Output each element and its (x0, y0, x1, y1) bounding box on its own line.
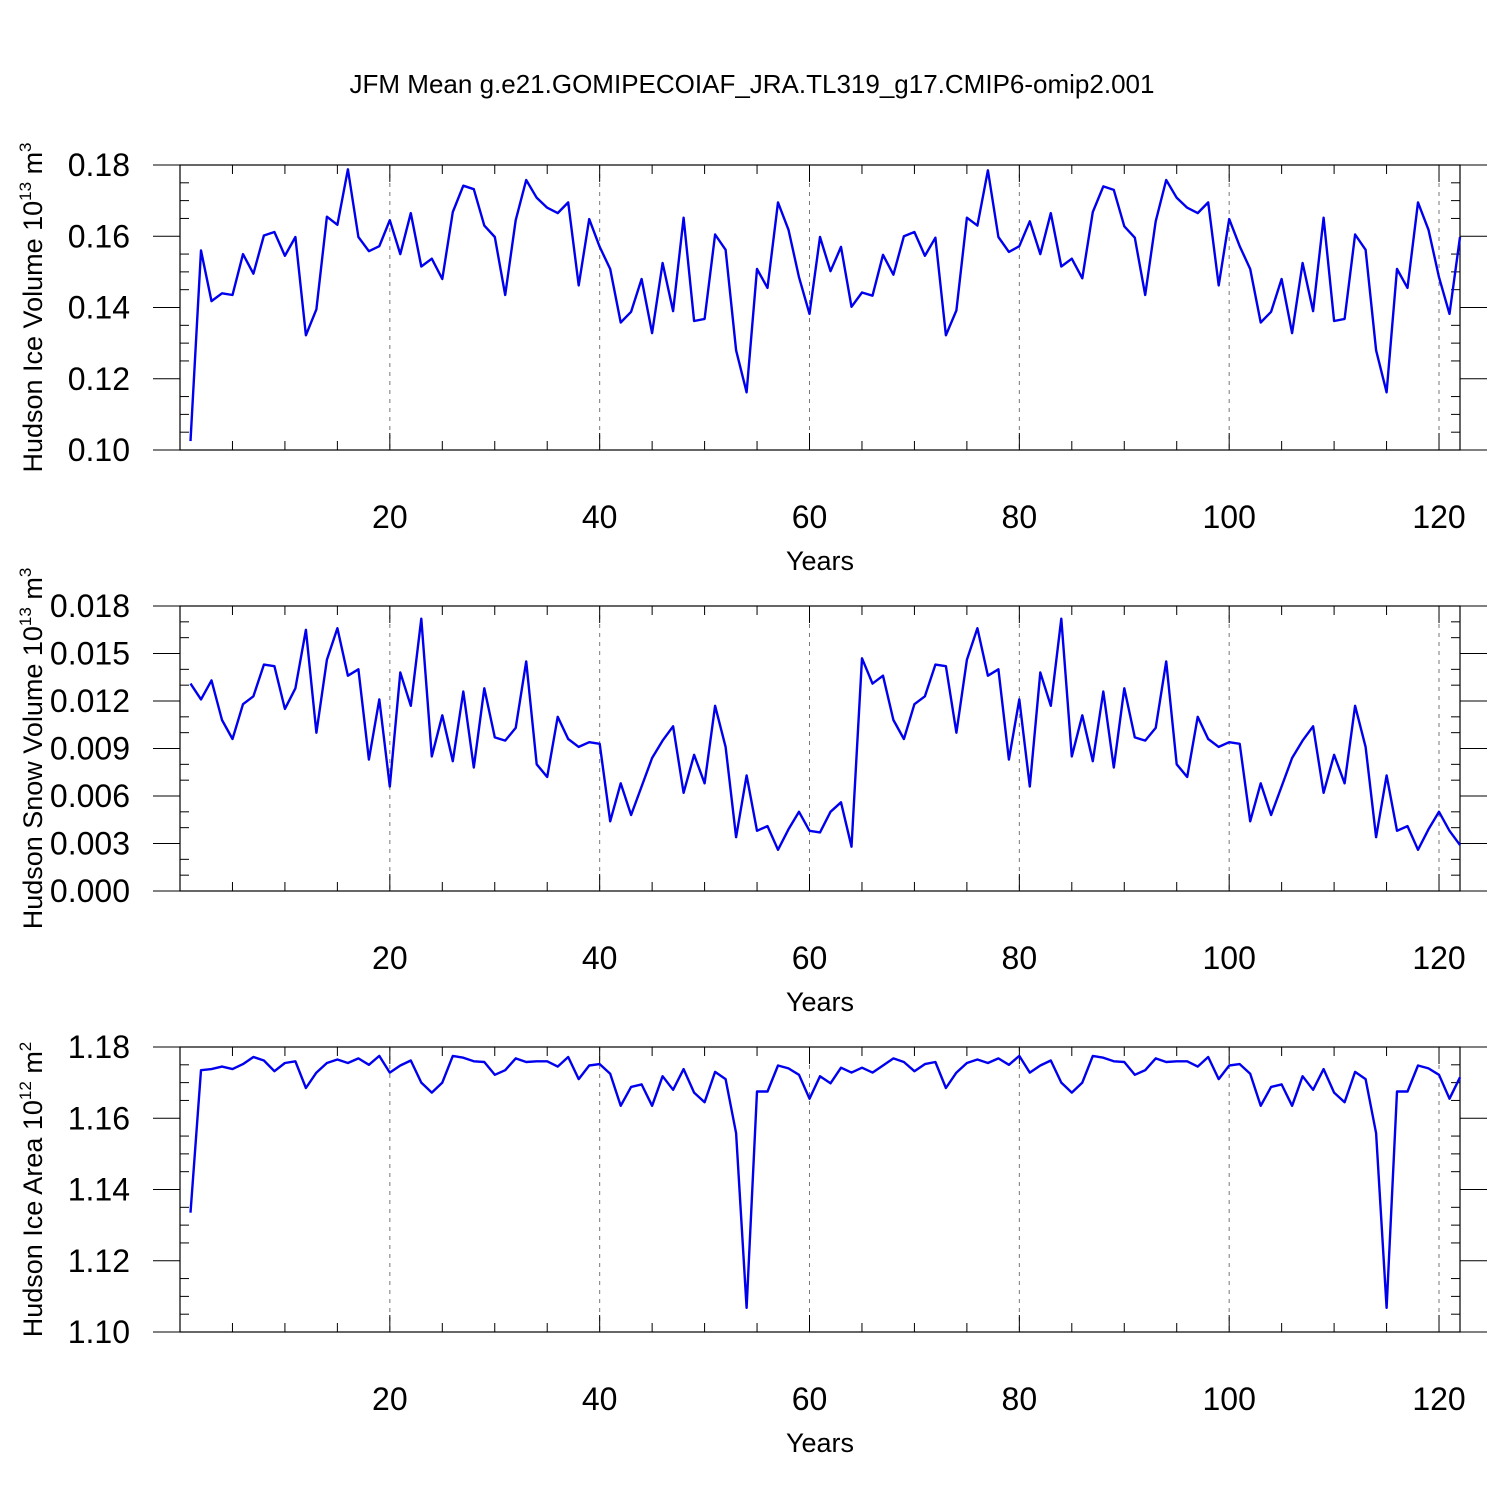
ice-volume-x-tick-label: 40 (582, 499, 618, 535)
snow-volume-panel: 20 40 60 80 100 120 0.000 0.003 0.006 0.009 0.012 0… (16, 568, 1487, 1017)
chart-title: JFM Mean g.e21.GOMIPECOIAF_JRA.TL319_g17… (350, 69, 1155, 99)
snow-volume-y-tick-label: 0.018 (50, 588, 130, 624)
ice-volume-y-tick-label: 0.18 (68, 147, 130, 183)
snow-volume-y-tick-label: 0.015 (50, 636, 130, 672)
snow-volume-x-tick-label: 60 (792, 940, 828, 976)
snow-volume-y-tick-label: 0.006 (50, 778, 130, 814)
snow-volume-y-tick-label: 0.003 (50, 826, 130, 862)
snow-volume-plot-frame (179, 605, 1461, 892)
ice-volume-y-tick-label: 0.14 (68, 290, 130, 326)
ice-volume-x-tick-label: 120 (1412, 499, 1465, 535)
ice-area-x-tick-label: 80 (1002, 1381, 1038, 1417)
ice-area-y-tick-label: 1.12 (68, 1243, 130, 1279)
ice-volume-plot-frame (179, 164, 1461, 451)
ice-area-y-tick-label: 1.18 (68, 1029, 130, 1065)
ice-area-y-axis-title: Hudson Ice Area 1012 m2 (16, 1042, 48, 1338)
snow-volume-x-tick-label: 120 (1412, 940, 1465, 976)
ice-area-x-tick-label: 20 (372, 1381, 408, 1417)
ice-area-panel: 20 40 60 80 100 120 1.10 1.12 1.14 1.16 1.18 Years H… (16, 1029, 1487, 1458)
ice-volume-series-line (189, 168, 1462, 442)
ice-area-x-tick-label: 60 (792, 1381, 828, 1417)
ice-area-plot-frame (179, 1046, 1461, 1333)
snow-volume-series-line (189, 617, 1461, 851)
ice-volume-y-tick-label: 0.12 (68, 361, 130, 397)
snow-volume-x-tick-label: 40 (582, 940, 618, 976)
snow-volume-y-tick-label: 0.009 (50, 731, 130, 767)
ice-area-x-tick-label: 100 (1202, 1381, 1255, 1417)
ice-volume-y-axis-title: Hudson Ice Volume 1013 m3 (16, 142, 48, 472)
ice-volume-x-tick-label: 20 (372, 499, 408, 535)
ice-volume-y-tick-label: 0.10 (68, 432, 130, 468)
ice-volume-x-tick-label: 100 (1202, 499, 1255, 535)
ice-volume-x-axis-title: Years (786, 546, 854, 576)
ice-volume-x-tick-label: 60 (792, 499, 828, 535)
ice-volume-y-tick-label: 0.16 (68, 218, 130, 254)
ice-area-series-line (189, 1054, 1462, 1310)
snow-volume-y-tick-label: 0.000 (50, 873, 130, 909)
ice-area-y-tick-label: 1.14 (68, 1172, 130, 1208)
ice-area-y-tick-label: 1.16 (68, 1100, 130, 1136)
ice-volume-panel: 20 40 60 80 100 120 0.10 0.12 0.14 0.16 0.18 Years H… (16, 142, 1487, 576)
snow-volume-x-tick-label: 100 (1202, 940, 1255, 976)
snow-volume-x-axis-title: Years (786, 987, 854, 1017)
ice-area-x-tick-label: 40 (582, 1381, 618, 1417)
snow-volume-x-tick-label: 20 (372, 940, 408, 976)
ice-volume-x-tick-label: 80 (1002, 499, 1038, 535)
ice-area-x-axis-title: Years (786, 1428, 854, 1458)
ice-area-y-tick-label: 1.10 (68, 1314, 130, 1350)
snow-volume-x-tick-label: 80 (1002, 940, 1038, 976)
snow-volume-y-axis-title: Hudson Snow Volume 1013 m3 (16, 568, 48, 930)
snow-volume-y-tick-label: 0.012 (50, 683, 130, 719)
ice-area-x-tick-label: 120 (1412, 1381, 1465, 1417)
